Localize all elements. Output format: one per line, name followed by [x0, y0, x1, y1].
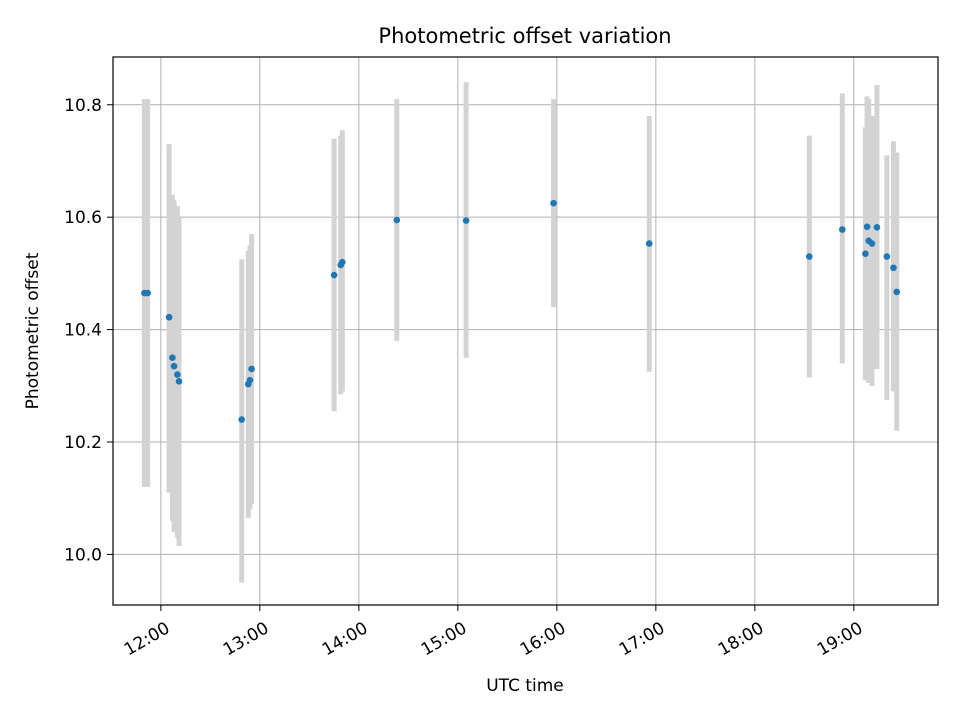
data-point	[839, 226, 846, 233]
data-point	[248, 365, 255, 373]
data-point	[890, 264, 897, 272]
x-axis-label: UTC time	[486, 676, 564, 696]
y-tick-label: 10.2	[64, 433, 102, 453]
y-tick-label: 10.8	[64, 96, 102, 116]
data-point	[893, 288, 901, 296]
data-point	[862, 250, 869, 258]
data-point	[462, 217, 470, 224]
data-point	[393, 216, 401, 224]
data-point	[868, 240, 876, 247]
data-point	[170, 362, 178, 370]
data-point	[806, 253, 813, 260]
plot-frame	[112, 56, 939, 606]
data-point	[550, 199, 557, 207]
data-point	[645, 240, 653, 247]
data-points	[141, 199, 901, 423]
data-point	[175, 378, 183, 385]
data-point	[873, 224, 881, 231]
data-point	[174, 371, 181, 378]
y-tick-label: 10.4	[64, 321, 102, 341]
data-point	[339, 258, 346, 266]
data-point	[169, 354, 176, 361]
y-tick-label: 10.0	[64, 545, 102, 565]
data-point	[144, 289, 151, 297]
data-point	[863, 223, 871, 231]
y-axis-label: Photometric offset	[23, 252, 43, 409]
data-point	[330, 271, 338, 279]
chart-title: Photometric offset variation	[378, 24, 671, 48]
data-point	[246, 376, 254, 384]
data-point	[883, 253, 891, 260]
y-tick-label: 10.6	[64, 208, 102, 228]
data-point	[238, 416, 245, 423]
data-point	[165, 313, 173, 321]
